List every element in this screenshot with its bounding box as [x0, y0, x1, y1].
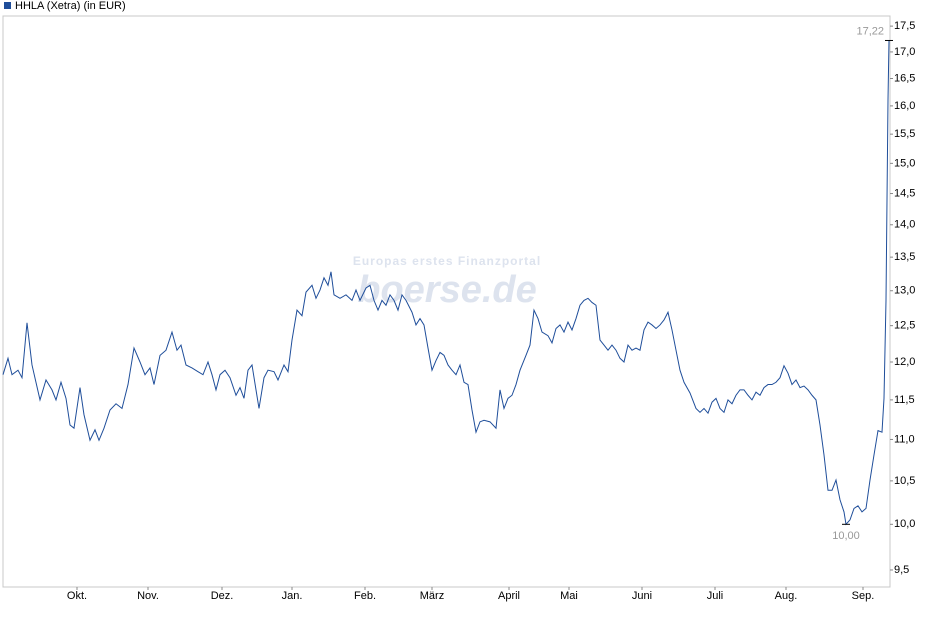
y-tick-label: 13,5 — [894, 251, 915, 263]
y-tick-label: 11,5 — [894, 394, 915, 406]
x-tick-label: Juli — [707, 590, 724, 602]
y-tick-label: 9,5 — [894, 564, 909, 576]
y-tick-label: 14,0 — [894, 219, 915, 231]
y-tick-label: 17,5 — [894, 20, 915, 32]
x-tick-label: Nov. — [137, 590, 159, 602]
y-tick-label: 15,5 — [894, 128, 915, 140]
legend-label: HHLA (Xetra) (in EUR) — [15, 0, 126, 12]
min-label: 10,00 — [832, 530, 860, 542]
y-tick-label: 11,0 — [894, 433, 915, 445]
x-tick-label: Dez. — [211, 590, 234, 602]
x-tick-label: Jan. — [282, 590, 303, 602]
y-tick-label: 14,5 — [894, 187, 915, 199]
y-tick-label: 12,5 — [894, 320, 915, 332]
watermark-slogan: Europas erstes Finanzportal — [353, 254, 541, 268]
y-tick-label: 17,0 — [894, 46, 915, 58]
x-tick-label: Juni — [632, 590, 652, 602]
x-tick-label: April — [498, 590, 520, 602]
y-tick-label: 16,0 — [894, 100, 915, 112]
y-tick-label: 13,0 — [894, 285, 915, 297]
watermark-logo: boerse.de — [357, 269, 537, 311]
legend-swatch — [4, 2, 11, 9]
x-tick-label: Feb. — [354, 590, 376, 602]
x-tick-label: Sep. — [852, 590, 875, 602]
x-tick-label: Aug. — [775, 590, 798, 602]
max-label: 17,22 — [856, 25, 884, 37]
y-tick-label: 10,0 — [894, 518, 915, 530]
y-tick-label: 15,0 — [894, 157, 915, 169]
price-line — [2, 40, 890, 526]
y-tick-label: 12,0 — [894, 356, 915, 368]
y-tick-label: 16,5 — [894, 72, 915, 84]
x-tick-label: Mai — [560, 590, 578, 602]
y-tick-label: 10,5 — [894, 475, 915, 487]
plot-frame — [2, 15, 891, 588]
x-tick-label: Okt. — [67, 590, 87, 602]
x-tick-label: März — [420, 590, 444, 602]
